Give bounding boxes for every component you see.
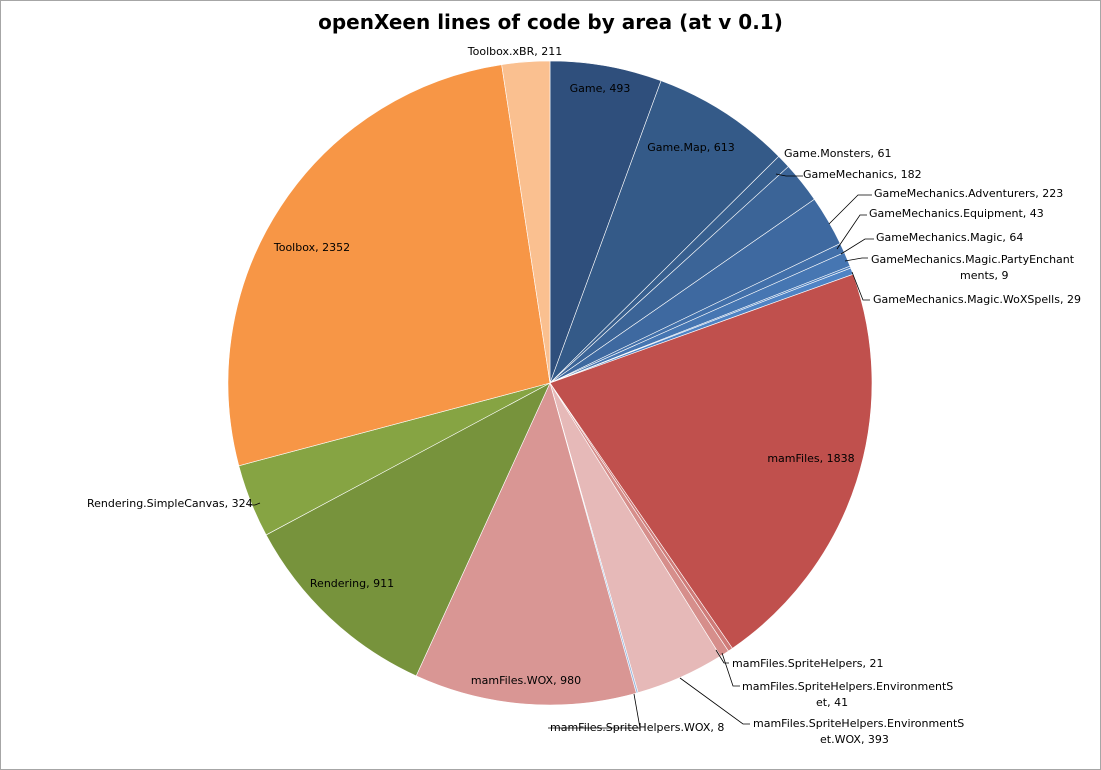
pie-slice-toolbox-xbr: [501, 60, 551, 384]
pie-slice-toolbox: [227, 64, 551, 467]
chart-title: openXeen lines of code by area (at v 0.1…: [318, 10, 783, 34]
leader-line-gamemechanics-adventurers: [828, 194, 872, 225]
data-label-gamemechanics-equipment: GameMechanics.Equipment, 43: [869, 207, 1044, 220]
leader-line-mamfiles-spritehelpers-environmentset: [721, 652, 740, 687]
pie-slice-game-map: [549, 80, 780, 384]
leader-line-gamemechanics-magic-woxspells: [851, 271, 870, 301]
pie-slice-rendering: [265, 382, 551, 677]
data-label-mamfiles-spritehelpers-wox: mamFiles.SpriteHelpers.WOX, 8: [550, 721, 724, 734]
data-label-rendering: Rendering, 911: [310, 577, 394, 590]
data-label-mamfiles-spritehelpers: mamFiles.SpriteHelpers, 21: [732, 657, 884, 670]
data-label-toolbox: Toolbox, 2352: [273, 241, 350, 254]
leader-line-mamfiles-spritehelpers-wox: [548, 693, 641, 729]
data-label-mamfiles: mamFiles, 1838: [767, 452, 854, 465]
data-label-game-map: Game.Map, 613: [647, 141, 734, 154]
leader-line-gamemechanics-equipment: [836, 214, 867, 250]
leader-line-rendering-simplecanvas: [248, 502, 261, 506]
data-label-game-monsters: Game.Monsters, 61: [784, 147, 892, 160]
data-label-mamfiles-wox: mamFiles.WOX, 980: [471, 674, 581, 687]
leader-line-mamfiles-spritehelpers-environmentset-wox: [679, 677, 750, 725]
leader-line-mamfiles-spritehelpers: [715, 649, 729, 664]
data-label-gamemechanics: GameMechanics, 182: [803, 168, 922, 181]
data-label-mamfiles-spritehelpers-environmentset-wox: mamFiles.SpriteHelpers.EnvironmentS et.WO…: [753, 717, 964, 746]
data-label-toolbox-xbr: Toolbox.xBR, 211: [467, 45, 562, 58]
leader-line-gamemechanics: [775, 173, 803, 177]
data-label-mamfiles-spritehelpers-environmentset: mamFiles.SpriteHelpers.EnvironmentS et, 4…: [742, 680, 953, 709]
pie-slice-mamfiles-wox: [415, 382, 637, 706]
data-label-gamemechanics-adventurers: GameMechanics.Adventurers, 223: [874, 187, 1063, 200]
data-label-rendering-simplecanvas: Rendering.SimpleCanvas, 324: [87, 497, 253, 510]
pie-slice-mamfiles: [549, 273, 873, 649]
data-label-gamemechanics-magic-woxspells: GameMechanics.Magic.WoXSpells, 29: [873, 293, 1081, 306]
leader-line-gamemechanics-magic: [840, 238, 874, 255]
data-label-game: Game, 493: [570, 82, 631, 95]
leader-line-gamemechanics-magic-partyenchantments: [844, 257, 868, 262]
data-label-gamemechanics-magic: GameMechanics.Magic, 64: [876, 231, 1023, 244]
data-label-gamemechanics-magic-partyenchantments: GameMechanics.Magic.PartyEnchant ments, 9: [871, 253, 1075, 282]
